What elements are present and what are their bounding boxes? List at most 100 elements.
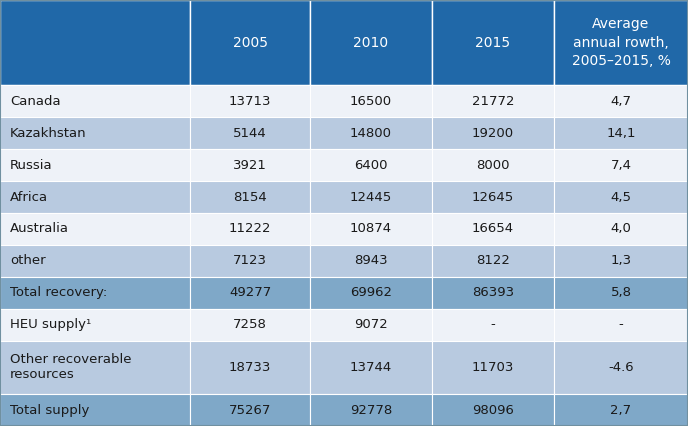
Bar <box>554 149 688 181</box>
Text: 18733: 18733 <box>229 361 271 374</box>
Text: 19200: 19200 <box>472 127 514 140</box>
Bar <box>432 0 554 85</box>
Text: Average
annual rowth,
2005–2015, %: Average annual rowth, 2005–2015, % <box>572 17 670 68</box>
Text: 2015: 2015 <box>475 36 510 49</box>
Bar <box>190 181 310 213</box>
Bar <box>190 0 310 85</box>
Bar <box>432 309 554 341</box>
Text: 14800: 14800 <box>350 127 392 140</box>
Text: 11222: 11222 <box>228 222 271 236</box>
Text: 49277: 49277 <box>229 286 271 299</box>
Text: 86393: 86393 <box>472 286 514 299</box>
Bar <box>432 277 554 309</box>
Bar <box>432 245 554 277</box>
Bar <box>0 213 190 245</box>
Text: 2010: 2010 <box>354 36 389 49</box>
Bar <box>0 85 190 117</box>
Text: 8943: 8943 <box>354 254 388 268</box>
Bar <box>554 245 688 277</box>
Bar <box>554 341 688 394</box>
Text: 7258: 7258 <box>233 318 267 331</box>
Bar <box>310 277 432 309</box>
Text: 1,3: 1,3 <box>610 254 632 268</box>
Text: Australia: Australia <box>10 222 69 236</box>
Bar <box>554 0 688 85</box>
Bar <box>432 213 554 245</box>
Text: 12445: 12445 <box>350 190 392 204</box>
Text: -4.6: -4.6 <box>608 361 634 374</box>
Text: Kazakhstan: Kazakhstan <box>10 127 87 140</box>
Bar <box>0 245 190 277</box>
Bar <box>190 245 310 277</box>
Text: 16654: 16654 <box>472 222 514 236</box>
Bar <box>432 117 554 149</box>
Text: 2,7: 2,7 <box>610 403 632 417</box>
Text: 3921: 3921 <box>233 158 267 172</box>
Text: -: - <box>491 318 495 331</box>
Text: 7,4: 7,4 <box>610 158 632 172</box>
Text: 13713: 13713 <box>228 95 271 108</box>
Bar <box>310 117 432 149</box>
Bar <box>0 309 190 341</box>
Text: Africa: Africa <box>10 190 48 204</box>
Text: 98096: 98096 <box>472 403 514 417</box>
Bar <box>432 181 554 213</box>
Text: Total recovery:: Total recovery: <box>10 286 107 299</box>
Bar <box>310 0 432 85</box>
Bar <box>554 117 688 149</box>
Text: 2005: 2005 <box>233 36 268 49</box>
Text: 5,8: 5,8 <box>610 286 632 299</box>
Bar <box>0 117 190 149</box>
Bar <box>0 277 190 309</box>
Bar <box>554 394 688 426</box>
Text: 14,1: 14,1 <box>606 127 636 140</box>
Bar <box>0 341 190 394</box>
Bar <box>190 149 310 181</box>
Text: 8000: 8000 <box>476 158 510 172</box>
Bar <box>310 341 432 394</box>
Bar <box>310 309 432 341</box>
Bar <box>432 394 554 426</box>
Bar <box>310 394 432 426</box>
Text: 92778: 92778 <box>350 403 392 417</box>
Text: Other recoverable
resources: Other recoverable resources <box>10 354 131 381</box>
Text: Total supply: Total supply <box>10 403 89 417</box>
Bar <box>190 277 310 309</box>
Bar <box>310 245 432 277</box>
Bar <box>0 149 190 181</box>
Text: 69962: 69962 <box>350 286 392 299</box>
Text: 8154: 8154 <box>233 190 267 204</box>
Text: 11703: 11703 <box>472 361 514 374</box>
Bar <box>432 341 554 394</box>
Text: 9072: 9072 <box>354 318 388 331</box>
Bar <box>190 309 310 341</box>
Text: 13744: 13744 <box>350 361 392 374</box>
Text: 7123: 7123 <box>233 254 267 268</box>
Bar <box>190 85 310 117</box>
Bar <box>554 309 688 341</box>
Text: Canada: Canada <box>10 95 61 108</box>
Bar <box>554 277 688 309</box>
Text: 6400: 6400 <box>354 158 388 172</box>
Text: 5144: 5144 <box>233 127 267 140</box>
Text: 16500: 16500 <box>350 95 392 108</box>
Bar <box>310 213 432 245</box>
Bar <box>432 85 554 117</box>
Text: 12645: 12645 <box>472 190 514 204</box>
Bar <box>190 394 310 426</box>
Text: Russia: Russia <box>10 158 52 172</box>
Text: 21772: 21772 <box>472 95 514 108</box>
Text: -: - <box>619 318 623 331</box>
Bar <box>310 181 432 213</box>
Text: 4,0: 4,0 <box>610 222 632 236</box>
Bar <box>190 117 310 149</box>
Bar <box>554 85 688 117</box>
Bar <box>0 181 190 213</box>
Bar <box>432 149 554 181</box>
Bar <box>310 85 432 117</box>
Bar <box>554 213 688 245</box>
Bar <box>0 394 190 426</box>
Text: other: other <box>10 254 45 268</box>
Bar <box>190 341 310 394</box>
Bar <box>190 213 310 245</box>
